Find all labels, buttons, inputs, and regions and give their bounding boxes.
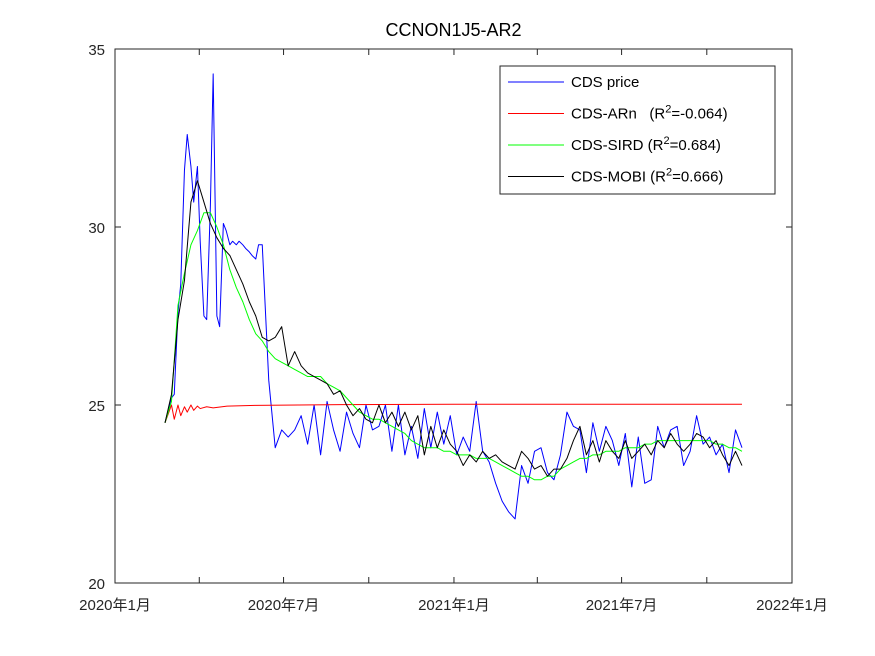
- legend-label: CDS-ARn (R2=-0.064): [571, 104, 728, 123]
- chart-title: CCNON1J5-AR2: [385, 20, 521, 40]
- series-line-1: [164, 403, 742, 423]
- legend-label: CDS-MOBI (R2=0.666): [571, 167, 723, 186]
- x-tick-label: 2020年1月: [79, 597, 151, 614]
- legend: CDS price CDS-ARn (R2=-0.064) CDS-SIRD (R2…: [499, 65, 776, 195]
- series-line-2: [164, 212, 743, 481]
- x-tick-label: 2020年7月: [248, 597, 320, 614]
- y-tick-label: 35: [88, 42, 105, 59]
- legend-label: CDS-SIRD (R2=0.684): [571, 135, 721, 154]
- x-tick-label: 2022年1月: [756, 597, 828, 614]
- ticks-layer: 2020年1月 2020年7月 2021年1月 2021年7月 2022年1月 20 25 3…: [79, 42, 828, 614]
- y-tick-label: 20: [88, 576, 105, 593]
- series-layer: [164, 73, 743, 520]
- x-tick-label: 2021年1月: [418, 597, 490, 614]
- y-tick-label: 30: [88, 220, 105, 237]
- series-line-3: [164, 180, 743, 477]
- x-tick-label: 2021年7月: [586, 597, 658, 614]
- y-tick-label: 25: [88, 398, 105, 415]
- series-line-0: [164, 73, 743, 520]
- legend-label: CDS price: [571, 74, 639, 91]
- legend-box: [499, 65, 776, 195]
